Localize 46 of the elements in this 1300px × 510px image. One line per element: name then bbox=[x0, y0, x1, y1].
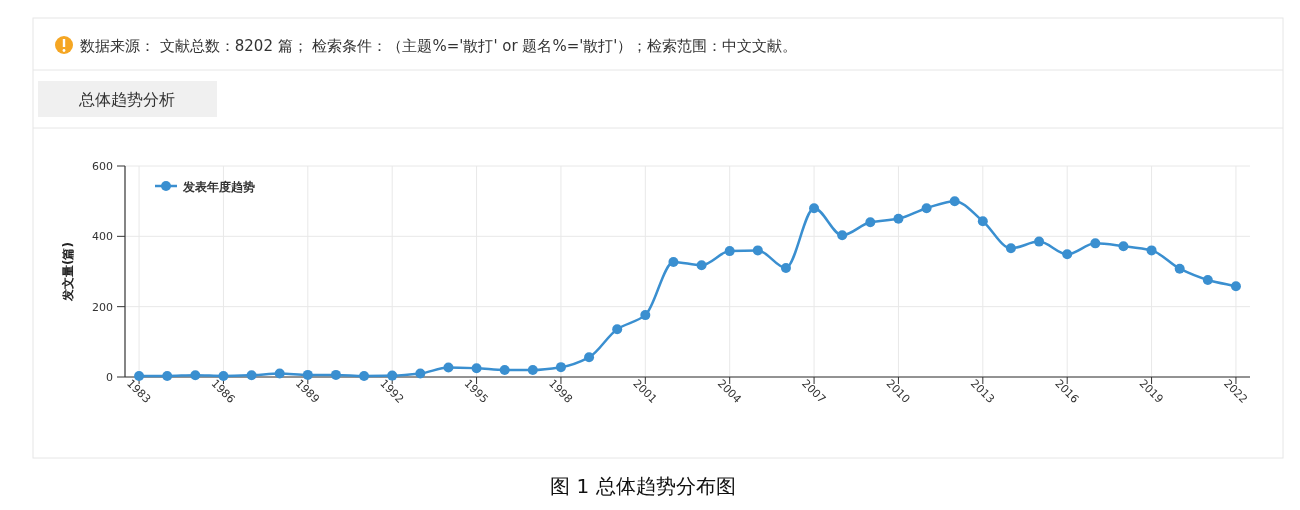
y-tick-label: 400 bbox=[92, 230, 113, 244]
point bbox=[415, 368, 426, 379]
point bbox=[359, 370, 370, 381]
legend-label: 发表年度趋势 bbox=[182, 179, 255, 194]
point bbox=[977, 216, 988, 227]
point bbox=[302, 369, 313, 380]
point bbox=[865, 217, 876, 228]
point bbox=[246, 370, 257, 381]
point bbox=[1202, 274, 1213, 285]
point bbox=[162, 370, 173, 381]
point bbox=[1146, 245, 1157, 256]
point bbox=[471, 363, 482, 374]
y-axis-title: 发文量(篇) bbox=[61, 242, 75, 302]
point bbox=[584, 352, 595, 363]
point bbox=[780, 262, 791, 273]
point bbox=[527, 364, 538, 375]
source-note: 数据来源： 文献总数：8202 篇； 检索条件：（主题%='散打' or 题名%='散打'）；检索范围：中文文献。 bbox=[80, 37, 798, 55]
point bbox=[499, 364, 510, 375]
point bbox=[724, 246, 735, 257]
point bbox=[1062, 249, 1073, 260]
point bbox=[190, 370, 201, 381]
point bbox=[1034, 236, 1045, 247]
caption: 图 1 总体趋势分布图 bbox=[550, 474, 736, 498]
y-tick-label: 600 bbox=[92, 160, 113, 173]
point bbox=[640, 310, 651, 321]
point bbox=[921, 203, 932, 214]
point bbox=[274, 368, 285, 379]
point bbox=[443, 362, 454, 373]
point bbox=[837, 230, 848, 241]
chart-title: 总体趋势分析 bbox=[78, 90, 175, 109]
y-tick-label: 200 bbox=[92, 300, 113, 314]
point bbox=[893, 213, 904, 224]
point bbox=[668, 257, 679, 268]
point bbox=[330, 369, 341, 380]
point bbox=[612, 324, 623, 335]
point bbox=[1230, 281, 1241, 292]
point bbox=[1090, 238, 1101, 249]
point bbox=[809, 203, 820, 214]
point bbox=[1005, 243, 1016, 254]
point bbox=[1118, 241, 1129, 252]
y-tick-label: 0 bbox=[106, 371, 113, 384]
point bbox=[752, 245, 763, 256]
point bbox=[949, 196, 960, 207]
point bbox=[1174, 263, 1185, 274]
point bbox=[696, 260, 707, 271]
point bbox=[555, 362, 566, 373]
